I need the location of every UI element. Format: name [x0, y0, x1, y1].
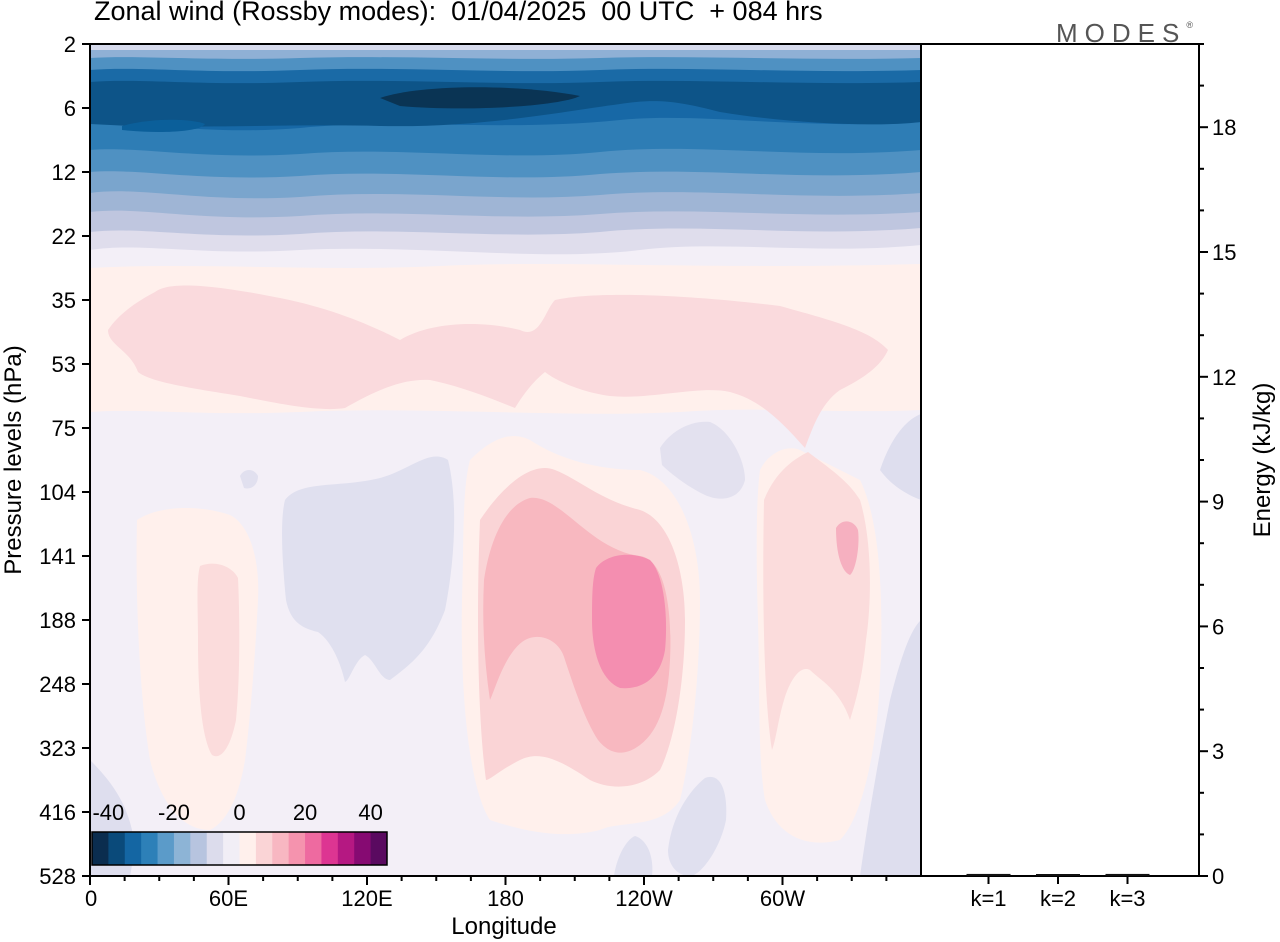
y-tick-label: 323 [39, 736, 76, 761]
contour-east-3 [668, 776, 727, 876]
energy-tick-label: 18 [1212, 115, 1236, 140]
y-tick-label: 35 [52, 288, 76, 313]
colorbar-swatch [239, 832, 257, 865]
energy-tick-label: 15 [1212, 240, 1236, 265]
contour-top-4 [90, 44, 921, 50]
colorbar-swatch [141, 832, 159, 865]
x-tick-label: 120E [341, 886, 392, 911]
contour-field [90, 44, 921, 876]
longitude-axis: 0 60E 120E 180 120W 60W [85, 876, 888, 911]
colorbar-swatch [124, 832, 142, 865]
energy-tick-label: 9 [1212, 490, 1224, 515]
contour-east-2 [660, 421, 745, 499]
colorbar-label: 40 [358, 800, 382, 825]
colorbar-swatch [354, 832, 372, 865]
contour-east-5 [860, 620, 921, 876]
y-tick-label: 141 [39, 544, 76, 569]
x-tick-label: 0 [85, 886, 97, 911]
colorbar-swatch [255, 832, 273, 865]
energy-tick-label: 3 [1212, 739, 1224, 764]
energy-panel-frame [920, 43, 1200, 877]
colorbar-swatch [305, 832, 322, 865]
contour-east-1 [282, 456, 455, 682]
colorbar-swatch [272, 832, 290, 865]
energy-bar [1105, 873, 1150, 876]
y-tick-label: 188 [39, 608, 76, 633]
colorbar-label: 0 [233, 800, 245, 825]
pressure-axis: 2 6 12 22 35 53 75 104 141 188 248 323 416 528 [39, 32, 90, 889]
y-tick-label: 416 [39, 800, 76, 825]
colorbar-swatch [288, 832, 306, 865]
x-tick-label: 60W [760, 886, 805, 911]
colorbar: -40 -20 0 20 40 [91, 800, 388, 866]
energy-axis: 0 3 6 9 12 15 18 [1199, 43, 1236, 889]
energy-tick-label: 6 [1212, 614, 1224, 639]
x-tick-label: 120W [615, 886, 673, 911]
colorbar-swatch [157, 832, 175, 865]
y-tick-label: 6 [64, 96, 76, 121]
contour-east-4 [614, 836, 653, 876]
contour-west-1 [108, 285, 888, 448]
colorbar-label: -40 [92, 800, 124, 825]
y-tick-label: 22 [52, 224, 76, 249]
energy-tick-label: 12 [1212, 365, 1236, 390]
x-axis-label: Longitude [451, 913, 556, 940]
colorbar-swatch [370, 832, 388, 865]
colorbar-label: -20 [158, 800, 190, 825]
contour-core-pink [592, 554, 667, 689]
y-tick-label: 2 [64, 32, 76, 57]
y-axis-label: Pressure levels (hPa) [0, 345, 27, 574]
x-tick-label: 180 [487, 886, 524, 911]
contour-east-6 [880, 414, 921, 500]
x-tick-label: 60E [209, 886, 248, 911]
colorbar-swatch [321, 832, 339, 865]
colorbar-swatch [206, 832, 224, 865]
y-tick-label: 75 [52, 416, 76, 441]
y-tick-label: 53 [52, 352, 76, 377]
bar-category-label: k=2 [1040, 886, 1076, 911]
colorbar-swatch [92, 832, 109, 865]
contour-lobe-a-2 [197, 563, 240, 757]
energy-axis-label: Energy (kJ/kg) [1249, 383, 1276, 538]
colorbar-frame [91, 831, 388, 866]
chart-title: Zonal wind (Rossby modes): 01/04/2025 00… [94, 0, 823, 26]
contour-band-9 [122, 119, 205, 132]
energy-tick-label: 0 [1212, 864, 1224, 889]
bar-category-label: k=1 [970, 886, 1006, 911]
contour-east-8 [240, 470, 258, 489]
bar-category-label: k=3 [1109, 886, 1145, 911]
energy-bars: k=1 k=2 k=3 [966, 873, 1150, 911]
contour-core [380, 87, 580, 109]
y-tick-label: 12 [52, 160, 76, 185]
energy-bar [1036, 874, 1080, 876]
colorbar-swatch [223, 832, 240, 865]
y-tick-label: 104 [39, 480, 76, 505]
colorbar-swatch [337, 832, 355, 865]
colorbar-swatch [190, 832, 208, 865]
colorbar-label: 20 [293, 800, 317, 825]
contour-spot-pink [836, 521, 859, 575]
y-tick-label: 528 [39, 864, 76, 889]
colorbar-swatch [108, 832, 126, 865]
colorbar-swatch [173, 832, 191, 865]
energy-bar [966, 873, 1011, 876]
y-tick-label: 248 [39, 672, 76, 697]
